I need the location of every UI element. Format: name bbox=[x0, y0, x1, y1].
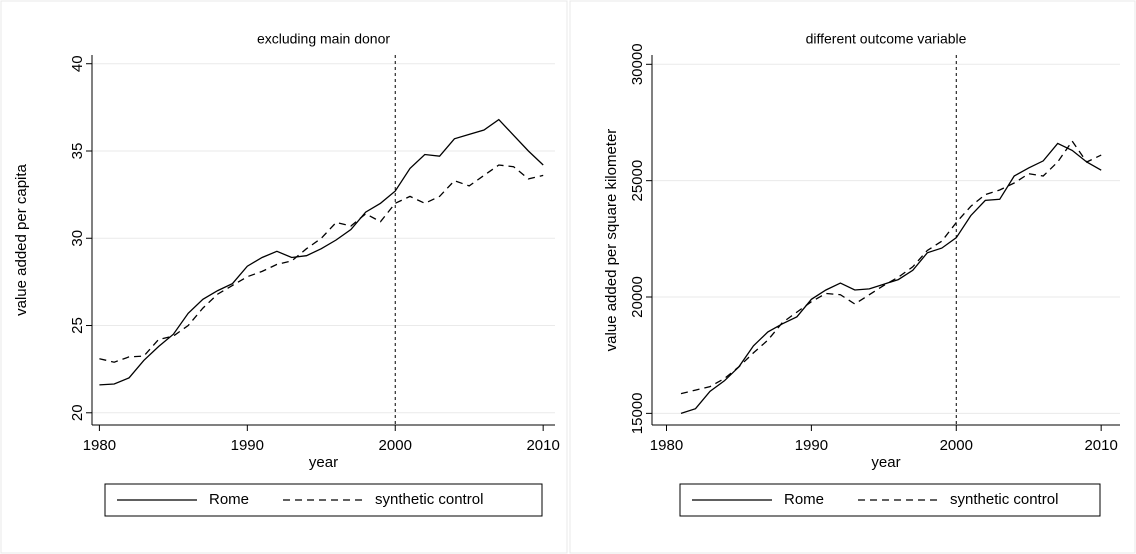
y-tick-label: 25 bbox=[69, 317, 86, 334]
x-tick-label: 1990 bbox=[795, 437, 828, 454]
y-tick-label: 15000 bbox=[629, 393, 646, 435]
y-tick-label: 35 bbox=[69, 143, 86, 160]
x-axis-label: year bbox=[309, 454, 338, 471]
legend-label: Rome bbox=[209, 491, 249, 508]
legend-label: Rome bbox=[784, 491, 824, 508]
chart-title: excluding main donor bbox=[257, 31, 390, 47]
line-series bbox=[99, 164, 544, 363]
y-axis-label: value added per capita bbox=[13, 163, 30, 315]
x-tick-label: 2000 bbox=[379, 437, 412, 454]
chart-title: different outcome variable bbox=[806, 31, 967, 47]
panel-frame bbox=[569, 0, 1136, 554]
y-tick-label: 40 bbox=[69, 55, 86, 72]
x-tick-label: 2010 bbox=[1084, 437, 1117, 454]
y-tick-label: 30000 bbox=[629, 43, 646, 85]
y-tick-label: 20000 bbox=[629, 276, 646, 318]
legend-label: synthetic control bbox=[375, 491, 483, 508]
x-tick-label: 1980 bbox=[650, 437, 683, 454]
line-series bbox=[99, 118, 544, 386]
panel-frame bbox=[0, 0, 568, 554]
x-tick-label: 1980 bbox=[83, 437, 116, 454]
y-tick-label: 30 bbox=[69, 230, 86, 247]
x-tick-label: 2000 bbox=[940, 437, 973, 454]
y-axis-label: value added per square kilometer bbox=[603, 129, 620, 352]
y-tick-label: 25000 bbox=[629, 160, 646, 202]
line-series bbox=[680, 139, 1102, 395]
legend-label: synthetic control bbox=[950, 491, 1058, 508]
x-tick-label: 2010 bbox=[526, 437, 559, 454]
x-tick-label: 1990 bbox=[231, 437, 264, 454]
y-tick-label: 20 bbox=[69, 404, 86, 421]
x-axis-label: year bbox=[871, 454, 900, 471]
